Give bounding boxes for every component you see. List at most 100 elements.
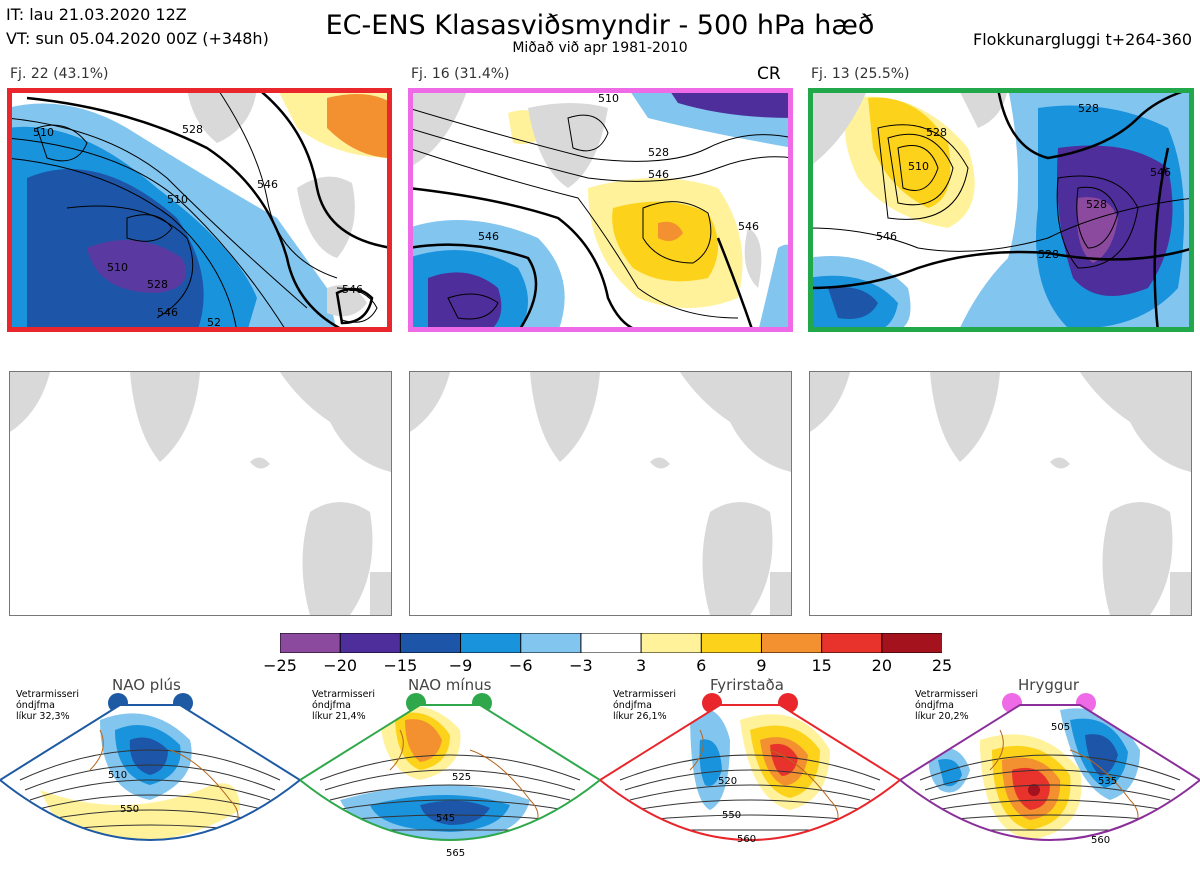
valid-time: VT: sun 05.04.2020 00Z (+348h) [6, 29, 269, 48]
cluster-3-contour-labels: 528 510 528 546 528 546 528 [876, 102, 1171, 261]
contour-label: 510 [598, 92, 619, 105]
contour-label: 550 [120, 804, 139, 815]
contour-label: 510 [33, 126, 54, 139]
page-subtitle: Miðað við apr 1981-2010 [512, 40, 688, 56]
contour-label: 528 [1038, 248, 1059, 261]
colorbar-tick-label: −9 [448, 656, 473, 675]
contour-label: 545 [436, 813, 455, 824]
colorbar-tick-label: 9 [756, 656, 767, 675]
cluster-2-contour-labels: 510 528 546 546 546 [478, 92, 759, 243]
cluster-3-label: Fj. 13 (25.5%) [811, 66, 910, 82]
note-line: líkur 26,1% [613, 711, 667, 722]
contour-label: 560 [1091, 835, 1110, 846]
init-time: IT: lau 21.03.2020 12Z [6, 5, 187, 24]
note-line: Vetrarmisseri [915, 689, 978, 700]
contour-label: 510 [167, 193, 188, 206]
note-line: Vetrarmisseri [613, 689, 676, 700]
note-line: líkur 20,2% [915, 711, 969, 722]
cluster-3-frame [808, 88, 1194, 332]
contour-label: 546 [738, 220, 759, 233]
colorbar-tick-label: −15 [383, 656, 418, 675]
empty-map-1 [9, 371, 392, 616]
colorbar-tick-label: 6 [696, 656, 707, 675]
cluster-1-map: 510 510 528 546 510 528 546 546 52 [7, 88, 392, 332]
colorbar-tick-label: 15 [811, 656, 832, 675]
regime-1-title: NAO plús [112, 676, 181, 694]
contour-label: 560 [737, 834, 756, 845]
contour-label: 550 [722, 810, 741, 821]
contour-label: 528 [926, 126, 947, 139]
cluster-2-label: Fj. 16 (31.4%) [411, 66, 510, 82]
colorbar-tick-label: −25 [263, 656, 297, 675]
note-line: óndjfma [312, 700, 351, 711]
colorbar-swatch [460, 632, 522, 654]
cluster-1-contour-labels: 510 510 528 546 510 528 546 546 52 [33, 123, 363, 329]
contour-label: 505 [1051, 722, 1070, 733]
note-line: Vetrarmisseri [16, 689, 79, 700]
contour-label: 546 [342, 283, 363, 296]
contour-label: 52 [207, 316, 221, 329]
contour-label: 546 [1150, 166, 1171, 179]
regime-3-title: Fyrirstaða [710, 676, 784, 694]
contour-label: 510 [108, 770, 127, 781]
regime-2-note: Vetrarmisseri óndjfma líkur 21,4% [312, 689, 375, 722]
contour-label: 565 [446, 848, 465, 859]
note-line: Vetrarmisseri [312, 689, 375, 700]
regime-1-note: Vetrarmisseri óndjfma líkur 32,3% [16, 689, 79, 722]
contour-label: 528 [1078, 102, 1099, 115]
colorbar-swatch [821, 632, 883, 654]
contour-label: 525 [452, 772, 471, 783]
contour-label: 546 [876, 230, 897, 243]
contour-label: 528 [1086, 198, 1107, 211]
regime-1-map: 510 550 [0, 704, 300, 841]
colorbar-swatch [279, 632, 342, 654]
note-line: óndjfma [915, 700, 954, 711]
colorbar-tick-label: 25 [931, 656, 953, 675]
empty-map-2 [409, 371, 792, 616]
colorbar-tick-label: −3 [569, 656, 593, 675]
colorbar-swatch [881, 632, 944, 654]
cluster-1-label: Fj. 22 (43.1%) [10, 66, 109, 82]
note-line: óndjfma [16, 700, 55, 711]
colorbar-swatch [339, 632, 402, 654]
colorbar-tick-label: 20 [871, 656, 892, 675]
colorbar-tick-label: −20 [323, 656, 358, 675]
regime-4-map: 505 535 560 [900, 704, 1200, 846]
note-line: líkur 32,3% [16, 711, 70, 722]
colorbar-tick-label: 3 [635, 656, 647, 675]
page-title: EC-ENS Klasasviðsmyndir - 500 hPa hæð [325, 10, 875, 41]
colorbar-swatch [520, 632, 582, 654]
colorbar-swatch [760, 632, 823, 654]
colorbar-swatch [399, 632, 462, 654]
cluster-1-frame [7, 88, 392, 332]
contour-label: 546 [648, 168, 669, 181]
cluster-2-marker: CR [757, 64, 781, 84]
contour-label: 528 [147, 278, 168, 291]
colorbar-tick-label: −6 [508, 656, 533, 675]
contour-label: 528 [648, 146, 669, 159]
contour-label: 510 [908, 160, 929, 173]
contour-label: 535 [1098, 776, 1117, 787]
note-line: líkur 21,4% [312, 711, 366, 722]
colorbar-swatch [700, 632, 763, 654]
regime-2-title: NAO mínus [408, 676, 492, 694]
contour-label: 510 [107, 261, 128, 274]
contour-label: 546 [157, 306, 178, 319]
contour-label: 546 [257, 178, 278, 191]
regime-3-note: Vetrarmisseri óndjfma líkur 26,1% [613, 689, 676, 722]
cluster-2-map: 510 528 546 546 546 [408, 88, 793, 332]
empty-map-3 [809, 371, 1192, 616]
regime-4-note: Vetrarmisseri óndjfma líkur 20,2% [915, 689, 978, 722]
colorbar-swatch [640, 632, 703, 654]
colorbar-swatch [580, 632, 643, 654]
colorbar [279, 632, 944, 654]
regime-3-map: 520 550 560 [600, 704, 900, 845]
regime-2-map: 525 545 565 [300, 704, 600, 859]
contour-label: 528 [182, 123, 203, 136]
contour-label: 520 [718, 776, 737, 787]
cluster-3-map: 528 510 528 546 528 546 528 [808, 88, 1194, 332]
classification-window: Flokkunargluggi t+264-360 [973, 30, 1192, 49]
note-line: óndjfma [613, 700, 652, 711]
cluster-2-frame [408, 88, 793, 332]
regime-4-title: Hryggur [1018, 676, 1080, 694]
